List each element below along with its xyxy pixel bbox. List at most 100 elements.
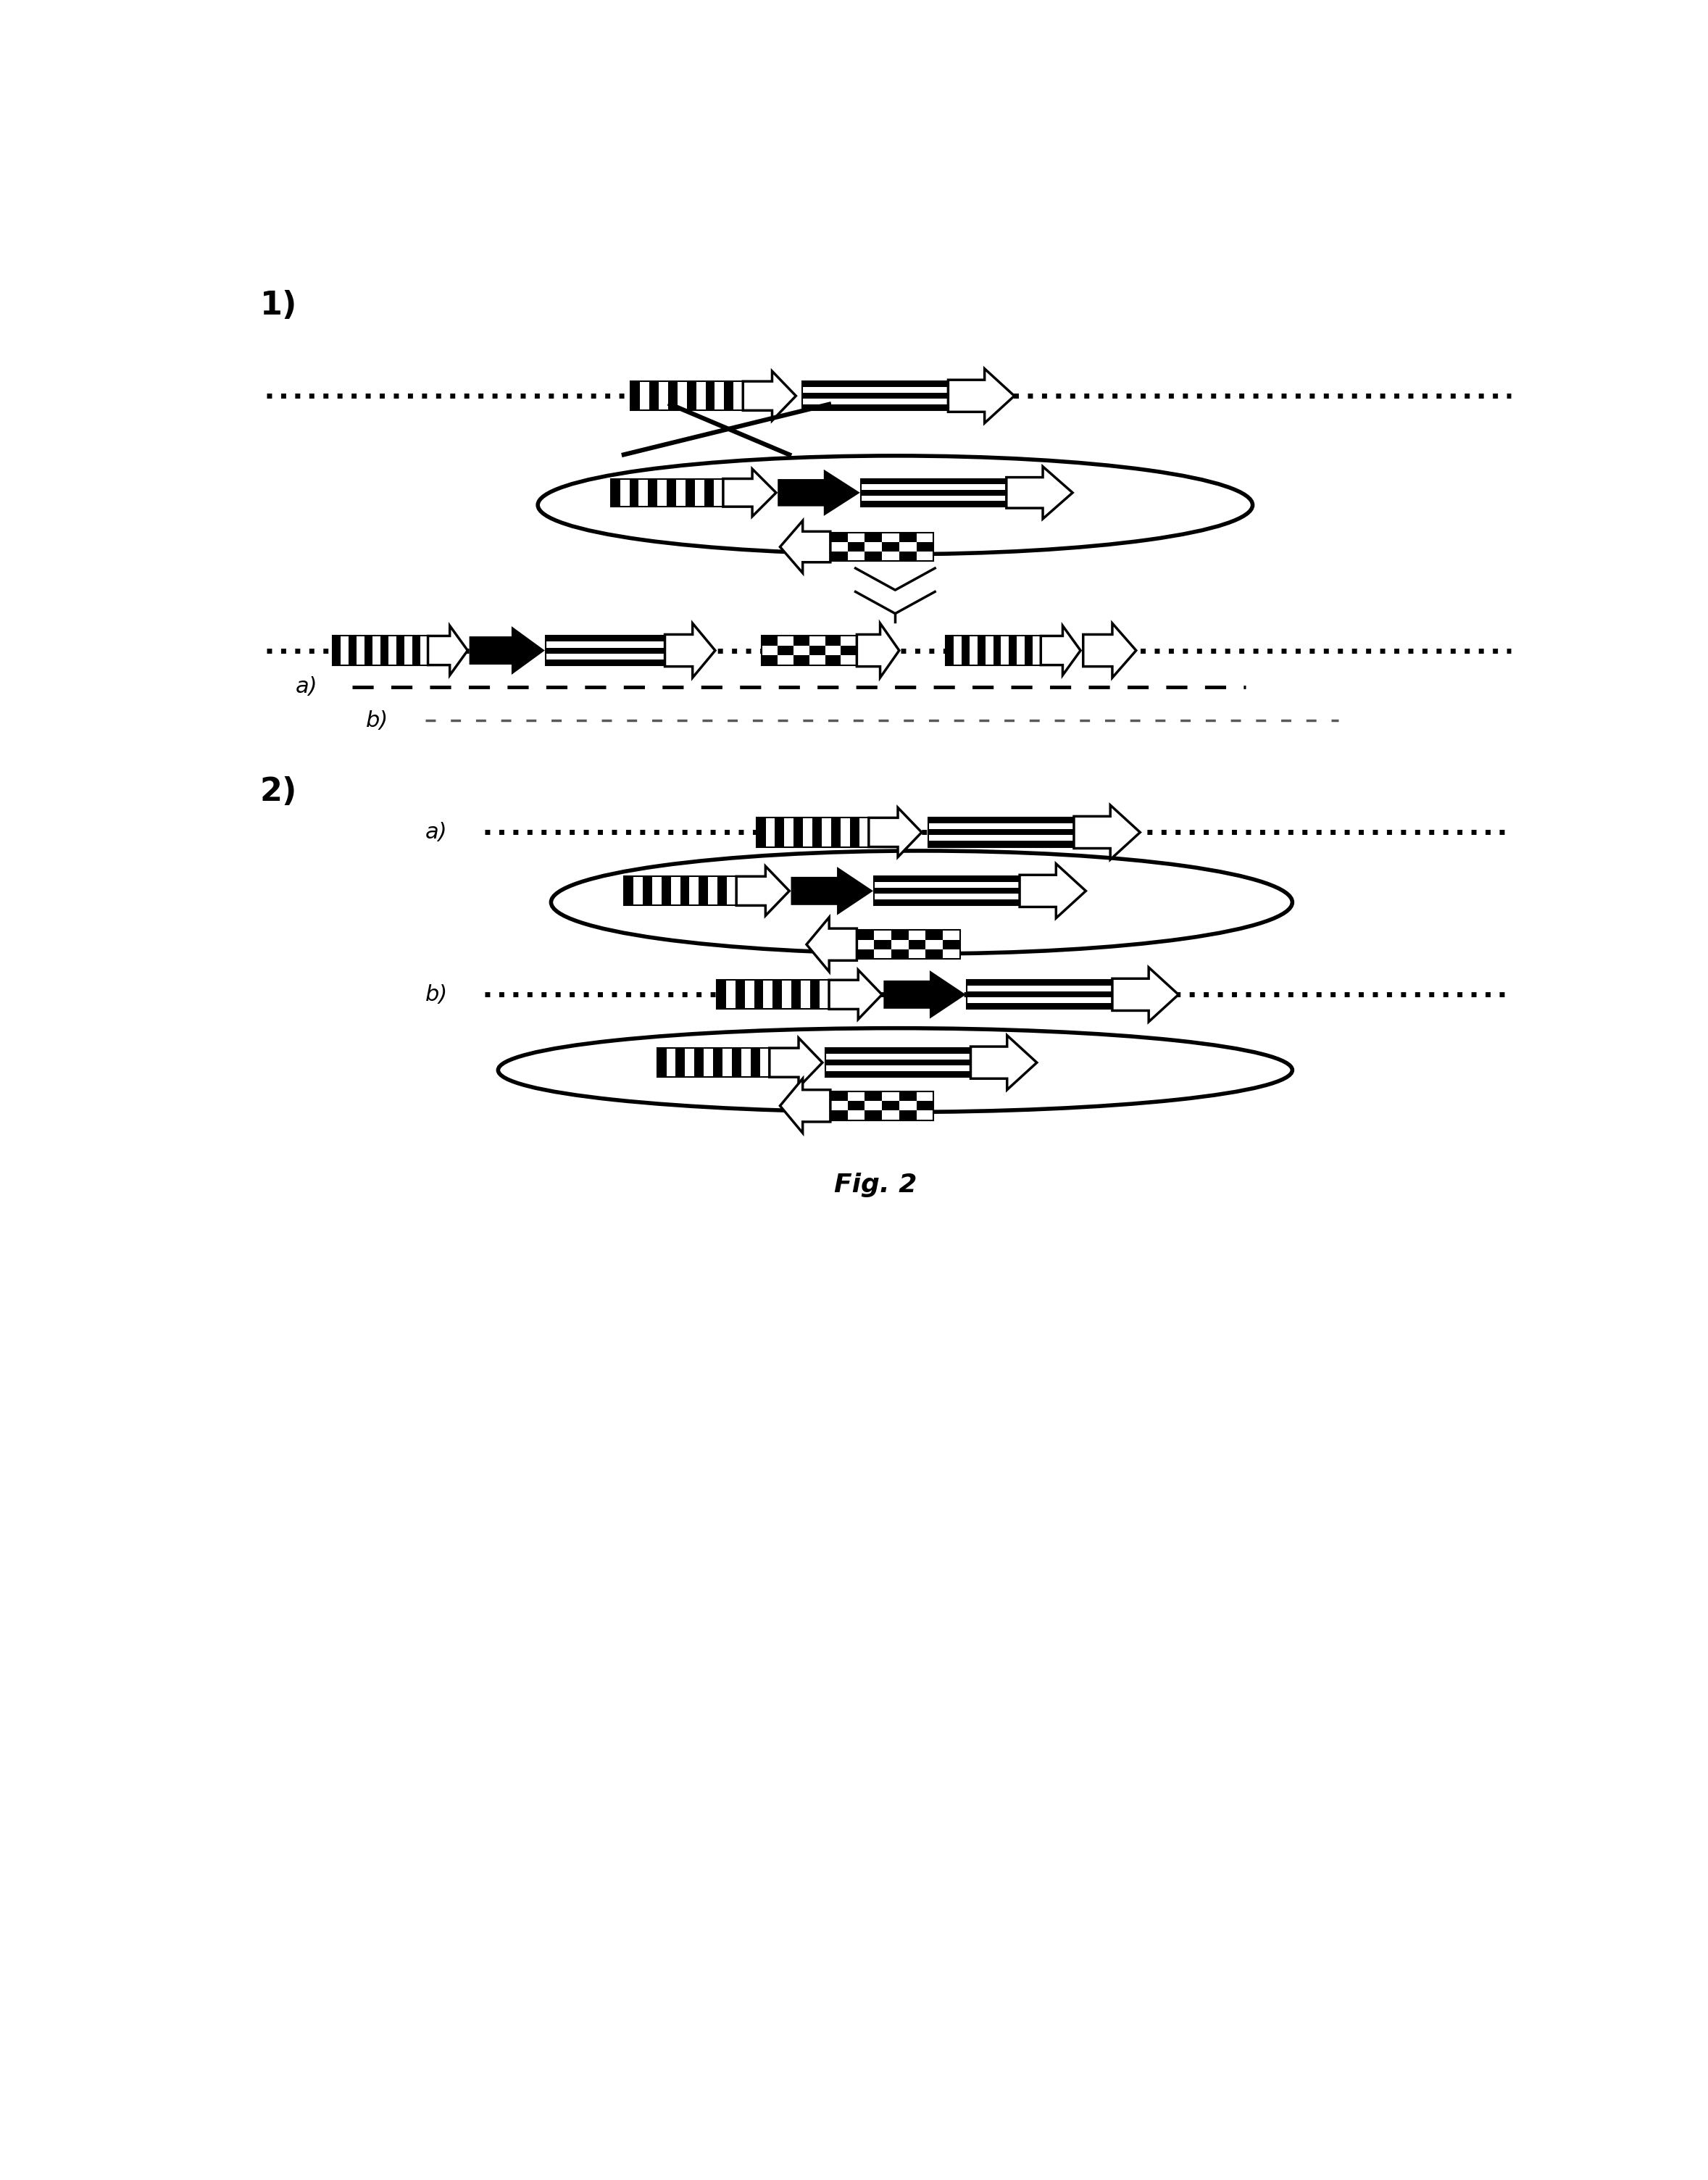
Bar xyxy=(892,931,909,940)
Bar xyxy=(929,818,1074,846)
Text: b): b) xyxy=(425,983,447,1005)
Bar xyxy=(898,1092,917,1101)
Bar xyxy=(851,818,859,846)
Bar xyxy=(611,480,722,506)
FancyArrow shape xyxy=(970,1036,1037,1090)
Bar xyxy=(658,1049,769,1077)
FancyArrow shape xyxy=(743,371,796,421)
FancyArrow shape xyxy=(885,972,963,1016)
Bar xyxy=(946,637,953,665)
FancyArrow shape xyxy=(806,918,857,972)
Bar xyxy=(929,818,1074,824)
Bar xyxy=(791,981,801,1009)
Bar xyxy=(611,480,620,506)
Bar xyxy=(977,637,986,665)
FancyArrow shape xyxy=(781,521,830,573)
Bar xyxy=(967,981,1112,985)
Bar xyxy=(840,645,857,656)
Bar xyxy=(547,637,664,641)
Bar xyxy=(717,876,728,905)
Bar xyxy=(864,1110,881,1121)
Bar xyxy=(642,876,652,905)
Bar xyxy=(810,645,825,656)
Bar xyxy=(333,637,340,665)
Bar xyxy=(757,818,869,846)
Bar xyxy=(687,382,697,410)
Bar xyxy=(762,637,857,665)
Bar xyxy=(926,931,943,940)
Bar xyxy=(810,981,820,1009)
Bar xyxy=(830,552,847,560)
Bar xyxy=(757,818,765,846)
Bar xyxy=(830,1092,934,1121)
Bar xyxy=(892,948,909,959)
Bar xyxy=(658,1049,666,1077)
Text: 2): 2) xyxy=(260,776,297,807)
Bar xyxy=(777,645,793,656)
Bar xyxy=(676,1049,685,1077)
FancyArrow shape xyxy=(736,865,789,916)
FancyArrow shape xyxy=(470,628,543,674)
Bar xyxy=(967,981,1112,1009)
Bar xyxy=(832,818,840,846)
Bar xyxy=(348,637,357,665)
Text: Fig. 2: Fig. 2 xyxy=(834,1173,917,1197)
Bar xyxy=(1025,637,1033,665)
Bar xyxy=(1009,637,1016,665)
Bar xyxy=(847,1101,864,1110)
Bar xyxy=(874,887,1020,894)
Bar xyxy=(864,532,881,543)
FancyArrow shape xyxy=(828,970,881,1020)
Bar xyxy=(825,1070,970,1077)
Bar xyxy=(881,1101,898,1110)
Bar xyxy=(967,1003,1112,1009)
Text: b): b) xyxy=(366,711,388,730)
Bar xyxy=(629,480,639,506)
Bar xyxy=(762,656,777,665)
Bar xyxy=(825,637,840,645)
Bar xyxy=(825,1049,970,1053)
Bar xyxy=(333,637,429,665)
Bar xyxy=(909,940,926,948)
Bar xyxy=(733,1049,741,1077)
Bar xyxy=(803,392,948,399)
Bar xyxy=(861,491,1006,495)
Bar xyxy=(734,981,745,1009)
Bar xyxy=(705,382,716,410)
Bar xyxy=(668,382,678,410)
Bar xyxy=(775,818,784,846)
Bar xyxy=(695,1049,704,1077)
Bar xyxy=(381,637,388,665)
Bar xyxy=(547,637,664,665)
Bar xyxy=(680,876,690,905)
Bar xyxy=(813,818,822,846)
FancyArrow shape xyxy=(1020,863,1086,918)
Bar xyxy=(794,818,803,846)
Bar xyxy=(699,876,709,905)
Bar xyxy=(926,948,943,959)
Bar xyxy=(857,948,874,959)
Bar xyxy=(647,480,658,506)
Bar xyxy=(830,532,847,543)
Bar xyxy=(717,981,726,1009)
Bar xyxy=(666,480,676,506)
Bar xyxy=(874,876,1020,883)
Bar xyxy=(917,543,934,552)
Bar xyxy=(929,841,1074,846)
FancyArrow shape xyxy=(664,623,716,678)
Text: a): a) xyxy=(295,676,318,698)
Bar xyxy=(861,480,1006,484)
Text: 1): 1) xyxy=(260,290,297,320)
Bar xyxy=(772,981,782,1009)
FancyArrow shape xyxy=(1074,804,1141,859)
Bar xyxy=(898,532,917,543)
Bar xyxy=(946,637,1040,665)
FancyArrow shape xyxy=(1040,626,1081,676)
FancyArrow shape xyxy=(793,868,871,913)
FancyArrow shape xyxy=(857,623,898,678)
FancyArrow shape xyxy=(722,469,775,517)
Bar xyxy=(793,656,810,665)
Bar xyxy=(830,532,934,560)
Bar xyxy=(803,382,948,388)
Bar xyxy=(623,876,736,905)
